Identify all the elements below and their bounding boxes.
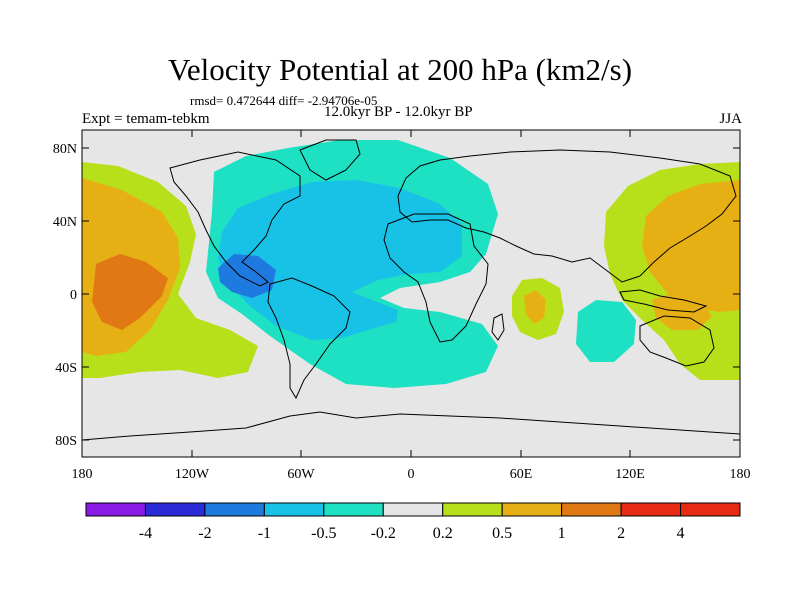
coastline-greenland — [299, 139, 361, 181]
colorbar-swatch — [263, 502, 325, 517]
period-label: 12.0kyr BP - 12.0kyr BP — [324, 104, 473, 120]
season-label: JJA — [719, 111, 742, 127]
colorbar-swatch — [382, 502, 444, 517]
colorbar-label: -2 — [198, 525, 211, 542]
colorbar-label: 0.5 — [492, 525, 512, 542]
colorbar-label: 4 — [677, 525, 685, 542]
y-tick-label: 80N — [53, 142, 77, 157]
y-tick-labels: 80N 40N 0 40S 80S — [53, 142, 77, 449]
x-tick-marks — [81, 130, 741, 457]
colorbar-swatch — [204, 502, 265, 517]
contour-sky-patch — [300, 278, 344, 312]
colorbar-swatch — [144, 502, 206, 517]
y-tick-marks — [82, 147, 740, 441]
coastline-africa — [383, 213, 489, 343]
x-tick-labels: 180 120W 60W 0 60E 120E 180 — [72, 467, 751, 482]
stats-label: rmsd= 0.472644 diff= -2.94706e-05 — [190, 93, 378, 108]
colorbar-swatch — [680, 502, 741, 517]
colorbar: -4 -2 -1 -0.5 -0.2 0.2 0.5 1 2 4 — [85, 502, 741, 542]
x-tick-label: 60W — [287, 467, 315, 482]
contour-blue-central-america — [218, 254, 276, 298]
colorbar-swatch — [85, 502, 146, 517]
contour-orange-east — [642, 180, 740, 312]
x-tick-label: 120E — [615, 467, 645, 482]
coastline-north-america — [169, 151, 301, 287]
colorbar-label: 0.2 — [433, 525, 453, 542]
experiment-label: Expt = temam-tebkm — [82, 111, 210, 127]
contour-darkorange-west — [92, 254, 168, 330]
contour-orange-indian — [524, 290, 546, 324]
colorbar-label: 1 — [558, 525, 566, 542]
coastline-south-america — [267, 277, 351, 400]
colorbar-label: -0.5 — [311, 525, 336, 542]
x-tick-label: 0 — [408, 467, 415, 482]
map-title: Velocity Potential at 200 hPa (km2/s) — [167, 52, 633, 87]
x-tick-label: 180 — [730, 467, 751, 482]
coastline-australia — [639, 315, 715, 367]
x-tick-label: 180 — [72, 467, 93, 482]
colorbar-swatch — [442, 502, 503, 517]
colorbar-swatch — [501, 502, 563, 517]
x-tick-label: 120W — [175, 467, 210, 482]
colorbar-label: -0.2 — [371, 525, 396, 542]
y-tick-label: 80S — [55, 434, 77, 449]
coastlines — [82, 139, 740, 441]
colorbar-swatch — [323, 502, 384, 517]
y-tick-label: 40N — [53, 215, 77, 230]
contour-cyan-atlantic — [218, 180, 462, 340]
y-tick-label: 40S — [55, 361, 77, 376]
colorbar-label: -1 — [258, 525, 271, 542]
colorbar-swatch — [620, 502, 682, 517]
coastline-maritime-continent — [619, 289, 708, 313]
contour-teal-indian — [576, 300, 636, 362]
colorbar-swatch — [561, 502, 622, 517]
y-tick-label: 0 — [70, 288, 77, 303]
coastline-madagascar — [491, 313, 505, 341]
coastline-antarctica — [82, 411, 740, 441]
x-tick-label: 60E — [510, 467, 533, 482]
colorbar-label: -4 — [139, 525, 152, 542]
coastline-eurasia — [397, 149, 737, 283]
contour-fill-layer — [82, 139, 740, 441]
colorbar-label: 2 — [617, 525, 625, 542]
